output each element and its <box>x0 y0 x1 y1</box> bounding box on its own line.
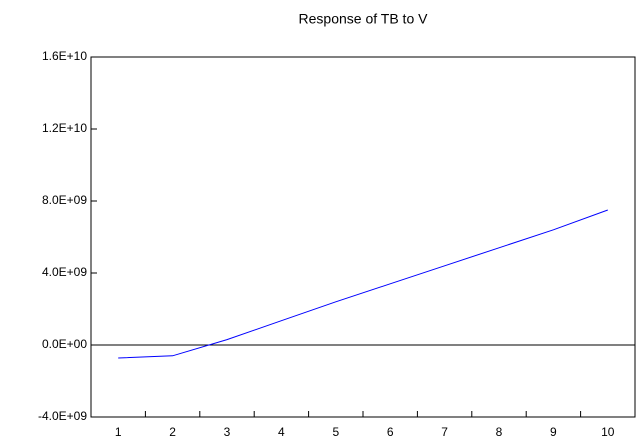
plot-frame <box>90 56 636 418</box>
y-tick-label: 1.6E+10 <box>42 49 87 63</box>
x-tick-label: 5 <box>332 425 339 439</box>
x-tick-label: 1 <box>115 425 122 439</box>
x-tick-label: 3 <box>224 425 231 439</box>
x-tick-label: 7 <box>441 425 448 439</box>
x-tick-label: 2 <box>169 425 176 439</box>
y-tick-label: 8.0E+09 <box>42 193 87 207</box>
chart-title: Response of TB to V <box>299 11 429 27</box>
y-tick-label: 0.0E+00 <box>42 337 87 351</box>
x-tick-label: 6 <box>387 425 394 439</box>
x-tick-label: 8 <box>496 425 503 439</box>
y-tick-label: 1.2E+10 <box>42 121 87 135</box>
x-tick-label: 9 <box>550 425 557 439</box>
x-tick-label: 10 <box>601 425 615 439</box>
x-tick-label: 4 <box>278 425 285 439</box>
line-series <box>118 209 608 359</box>
y-tick-label: -4.0E+09 <box>38 409 87 423</box>
y-tick-label: 4.0E+09 <box>42 265 87 279</box>
